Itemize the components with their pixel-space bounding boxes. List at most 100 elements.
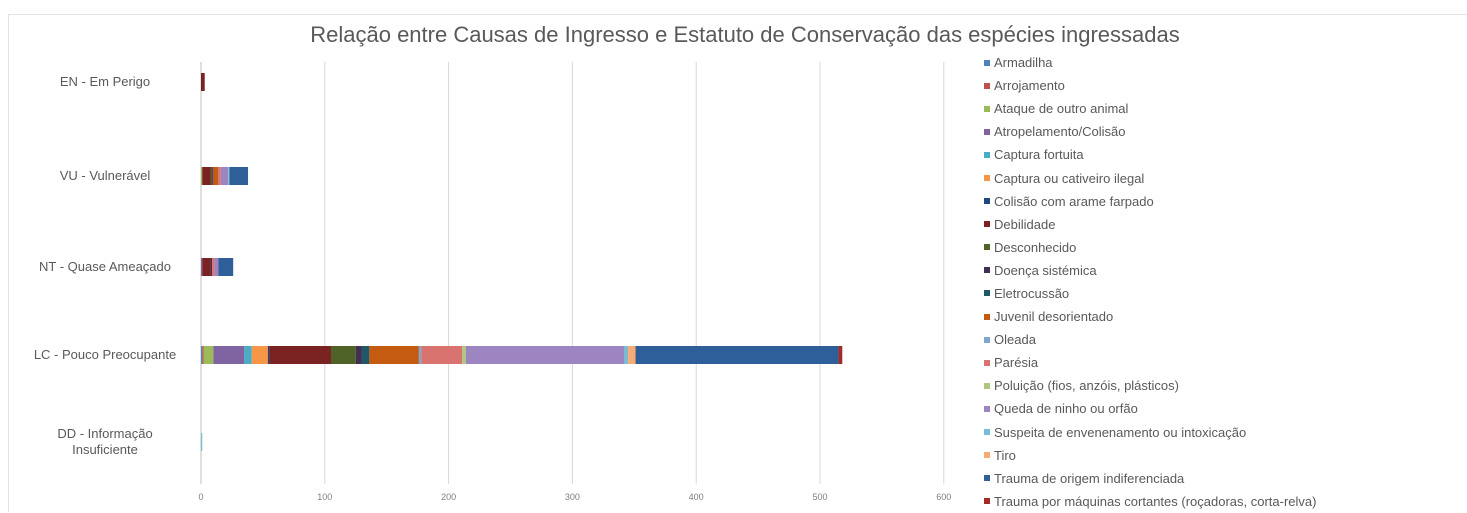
chart-title: Relação entre Causas de Ingresso e Estat… bbox=[310, 22, 1180, 47]
legend-swatch bbox=[984, 313, 990, 320]
legend-label: Poluição (fios, anzóis, plásticos) bbox=[994, 378, 1179, 394]
legend-item: Poluição (fios, anzóis, plásticos) bbox=[984, 374, 1316, 397]
category-label: LC - Pouco Preocupante bbox=[33, 347, 177, 362]
legend-label: Captura ou cativeiro ilegal bbox=[994, 170, 1145, 186]
x-tick-label: 0 bbox=[198, 492, 204, 502]
bar-segment bbox=[202, 258, 211, 276]
bar-segment bbox=[465, 346, 625, 364]
legend-item: Debilidade bbox=[984, 213, 1316, 236]
legend-item: Juvenil desorientado bbox=[984, 305, 1316, 328]
bar-segment bbox=[267, 346, 270, 364]
bar-segment bbox=[201, 433, 203, 451]
bar-segment bbox=[369, 346, 419, 364]
bar-segment bbox=[421, 346, 463, 364]
legend-item: Suspeita de envenenamento ou intoxicação bbox=[984, 421, 1316, 444]
x-tick-label: 500 bbox=[812, 492, 828, 502]
legend-swatch bbox=[984, 336, 990, 343]
category-label: DD - Informação Insuficiente bbox=[57, 426, 153, 457]
legend-item: Trauma de origem indiferenciada bbox=[984, 467, 1316, 490]
bar-segment bbox=[330, 346, 356, 364]
legend-item: Trauma por máquinas cortantes (roçadoras… bbox=[984, 490, 1316, 513]
category-label: NT - Quase Ameaçado bbox=[39, 259, 171, 274]
legend-item: Ataque de outro animal bbox=[984, 97, 1316, 120]
legend-swatch bbox=[984, 128, 990, 135]
bar-segment bbox=[355, 346, 362, 364]
bar-segment bbox=[201, 167, 203, 185]
legend-swatch bbox=[984, 267, 990, 274]
bar-segment bbox=[203, 346, 214, 364]
legend-swatch bbox=[984, 105, 990, 112]
legend-swatch bbox=[984, 382, 990, 389]
bar-segment bbox=[220, 167, 229, 185]
legend-label: Eletrocussão bbox=[994, 285, 1070, 301]
legend-label: Tiro bbox=[994, 447, 1016, 463]
legend-swatch bbox=[984, 59, 990, 66]
bar-segment bbox=[269, 346, 331, 364]
bar-segment bbox=[212, 258, 215, 276]
bar-segment bbox=[201, 346, 203, 364]
legend-item: Oleada bbox=[984, 328, 1316, 351]
x-tick-label: 400 bbox=[688, 492, 704, 502]
bar-segment bbox=[201, 73, 205, 91]
legend-item: Desconhecido bbox=[984, 236, 1316, 259]
legend-label: Debilidade bbox=[994, 216, 1056, 232]
bar-segment bbox=[838, 346, 843, 364]
legend-label: Ataque de outro animal bbox=[994, 101, 1129, 117]
legend-swatch bbox=[984, 82, 990, 89]
legend-swatch bbox=[984, 151, 990, 158]
bar-segment bbox=[228, 167, 230, 185]
bar-segment bbox=[210, 258, 213, 276]
bar-segment bbox=[202, 346, 204, 364]
legend-label: Armadilha bbox=[994, 55, 1053, 71]
legend-swatch bbox=[984, 475, 990, 482]
bar-segment bbox=[628, 346, 636, 364]
legend-item: Arrojamento bbox=[984, 74, 1316, 97]
legend-item: Captura fortuita bbox=[984, 143, 1316, 166]
legend-swatch bbox=[984, 498, 990, 505]
legend-label: Colisão com arame farpado bbox=[994, 193, 1154, 209]
bar-segment bbox=[213, 346, 245, 364]
legend-label: Trauma de origem indiferenciada bbox=[994, 470, 1185, 486]
legend-swatch bbox=[984, 359, 990, 366]
bar-segment bbox=[202, 167, 211, 185]
legend-item: Colisão com arame farpado bbox=[984, 190, 1316, 213]
legend-swatch bbox=[984, 452, 990, 459]
legend-item: Doença sistémica bbox=[984, 259, 1316, 282]
legend-item: Armadilha bbox=[984, 51, 1316, 74]
legend-item: Queda de ninho ou orfão bbox=[984, 397, 1316, 420]
chart-frame bbox=[8, 14, 1467, 512]
legend-label: Arrojamento bbox=[994, 78, 1065, 94]
bar-segment bbox=[229, 167, 249, 185]
legend-swatch bbox=[984, 244, 990, 251]
bar-segment bbox=[210, 167, 213, 185]
bar-segment bbox=[244, 346, 252, 364]
legend-label: Parésia bbox=[994, 355, 1039, 371]
category-label: EN - Em Perigo bbox=[59, 74, 151, 89]
chart-legend: Armadilha Arrojamento Ataque de outro anim… bbox=[984, 51, 1316, 513]
legend-label: Queda de ninho ou orfão bbox=[994, 401, 1138, 417]
legend-label: Trauma por máquinas cortantes (roçadoras… bbox=[994, 493, 1317, 509]
bar-segment bbox=[462, 346, 466, 364]
x-tick-label: 200 bbox=[441, 492, 457, 502]
legend-item: Parésia bbox=[984, 351, 1316, 374]
bar-segment bbox=[214, 258, 219, 276]
legend-swatch bbox=[984, 175, 990, 182]
legend-label: Suspeita de envenenamento ou intoxicação bbox=[994, 424, 1247, 440]
bar-segment bbox=[418, 346, 422, 364]
legend-label: Juvenil desorientado bbox=[994, 309, 1114, 325]
bar-segment bbox=[212, 167, 214, 185]
legend-swatch bbox=[984, 405, 990, 412]
x-tick-label: 600 bbox=[936, 492, 952, 502]
bar-segment bbox=[624, 346, 629, 364]
legend-label: Doença sistémica bbox=[994, 262, 1097, 278]
legend-swatch bbox=[984, 290, 990, 297]
bar-segment bbox=[635, 346, 839, 364]
legend-swatch bbox=[984, 198, 990, 205]
legend-label: Atropelamento/Colisão bbox=[994, 124, 1126, 140]
legend-label: Captura fortuita bbox=[994, 147, 1084, 163]
category-label: VU - Vulnerável bbox=[59, 168, 151, 183]
bar-segment bbox=[251, 346, 268, 364]
bar-segment bbox=[218, 258, 234, 276]
bar-segment bbox=[201, 258, 203, 276]
